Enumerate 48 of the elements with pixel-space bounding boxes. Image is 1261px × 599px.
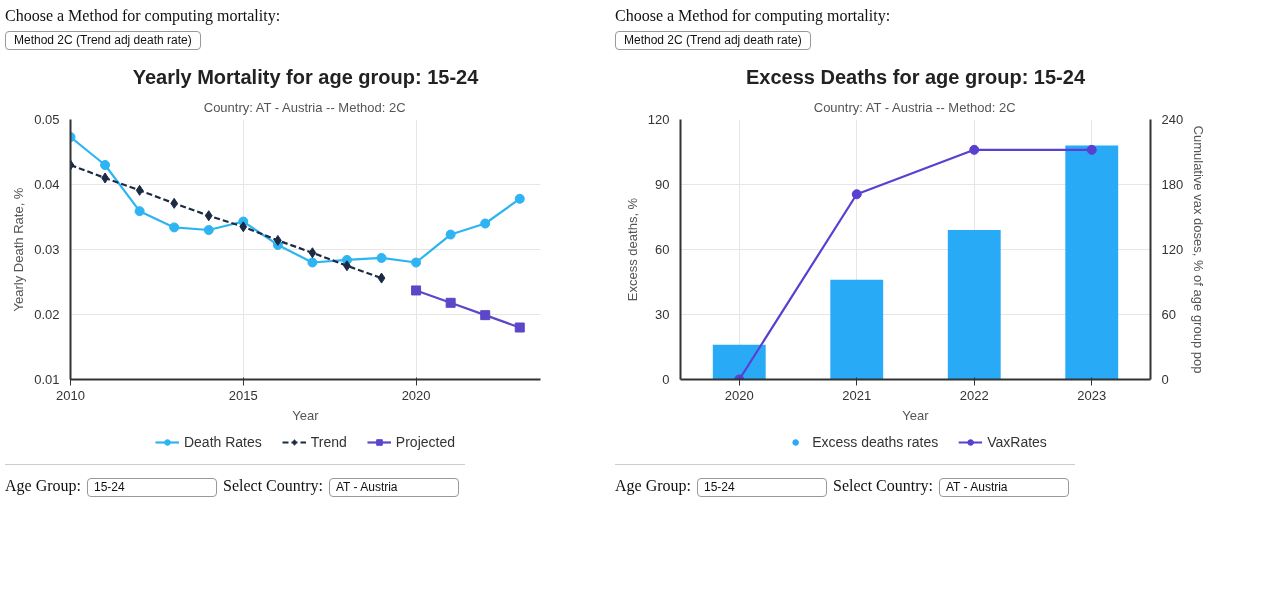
text: Age Group: (5, 477, 81, 494)
y-axis-title: Excess deaths, % (624, 197, 640, 302)
x-axis-title: Year (292, 407, 320, 423)
legend-label: Death Rates (183, 434, 262, 450)
text: Select Country: (222, 477, 323, 494)
y-tick-label: 0.03 (34, 242, 60, 257)
y2-tick-label: 60 (1161, 307, 1176, 322)
legend-label: Projected (395, 434, 456, 450)
y2-axis-title: Cumulative vax doses, % of age group pop (1191, 125, 1207, 374)
y-tick-label: 90 (655, 177, 670, 192)
legend-label: VaxRates (987, 434, 1047, 450)
y-tick-label: 0.04 (34, 177, 60, 192)
legend-label: Excess deaths rates (812, 434, 939, 450)
y-tick-label: 30 (655, 307, 670, 322)
text: Choose a Method for computing mortality: (5, 6, 281, 27)
x-tick-label: 2023 (1077, 387, 1107, 403)
x-tick-label: 2020 (401, 387, 431, 403)
y-axis-title: Yearly Death Rate, % (11, 187, 27, 312)
y2-tick-label: 240 (1161, 112, 1184, 127)
y-tick-label: 0.02 (34, 307, 60, 322)
text: Method 2C (Trend adj death rate) (615, 30, 811, 50)
chart-subtitle: Country: AT - Austria -- Method: 2C (813, 99, 1016, 115)
text: Choose a Method for computing mortality: (615, 6, 891, 27)
x-tick-label: 2021 (842, 387, 872, 403)
legend-label: Trend (310, 434, 347, 450)
x-axis-title: Year (902, 407, 930, 423)
y-tick-label: 60 (655, 242, 670, 257)
chart-subtitle: Country: AT - Austria -- Method: 2C (203, 99, 406, 115)
text: Method 2C (Trend adj death rate) (5, 30, 201, 50)
y2-tick-label: 0 (1161, 372, 1169, 387)
x-tick-label: 2022 (959, 387, 989, 403)
x-tick-label: 2010 (56, 387, 85, 403)
text: 15-24 (696, 478, 827, 498)
y-tick-label: 0.05 (34, 112, 60, 127)
text: Select Country: (832, 477, 933, 494)
y-tick-label: 0 (662, 372, 670, 387)
text: AT - Austria (328, 478, 459, 498)
text: Age Group: (615, 477, 691, 494)
x-tick-label: 2020 (724, 387, 754, 403)
chart-title: Yearly Mortality for age group: 15-24 (132, 65, 480, 88)
y-tick-label: 120 (647, 112, 670, 127)
chart-title: Excess Deaths for age group: 15-24 (745, 65, 1086, 88)
text: 15-24 (86, 478, 217, 498)
y-tick-label: 0.01 (34, 372, 60, 387)
text: AT - Austria (938, 478, 1069, 498)
y2-tick-label: 120 (1161, 242, 1184, 257)
x-tick-label: 2015 (228, 387, 258, 403)
y2-tick-label: 180 (1161, 177, 1184, 192)
